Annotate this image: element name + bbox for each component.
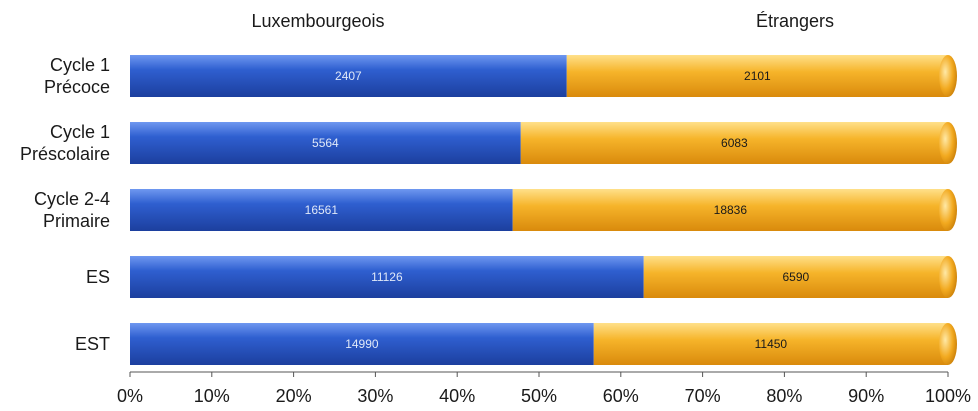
bar-etrangers [593,323,948,365]
data-label-luxembourgeois: 2407 [335,69,362,83]
bar-luxembourgeois [130,122,521,164]
x-tick-label: 90% [848,386,884,406]
x-tick-label: 60% [603,386,639,406]
legend: Luxembourgeois Étrangers [251,11,834,31]
x-tick-label: 40% [439,386,475,406]
data-label-etrangers: 18836 [714,203,748,217]
data-label-etrangers: 6590 [783,270,810,284]
x-tick-label: 100% [925,386,971,406]
bar-etrangers [566,55,948,97]
bar-luxembourgeois [130,323,594,365]
data-label-luxembourgeois: 11126 [371,270,403,284]
data-label-luxembourgeois: 14990 [345,337,379,351]
category-label: Préscolaire [20,144,110,164]
category-label: Précoce [44,77,110,97]
legend-label-etrangers: Étrangers [756,11,834,31]
bar-luxembourgeois [130,256,644,298]
bar-end-cap [939,189,957,231]
data-label-etrangers: 6083 [721,136,748,150]
x-tick-label: 10% [194,386,230,406]
legend-label-luxembourgeois: Luxembourgeois [251,11,384,31]
bar-luxembourgeois [130,55,567,97]
data-label-luxembourgeois: 5564 [312,136,339,150]
x-tick-label: 30% [357,386,393,406]
bar-etrangers [512,189,948,231]
bar-end-cap [939,55,957,97]
category-label: ES [86,267,110,287]
x-tick-label: 20% [276,386,312,406]
bar-etrangers [643,256,948,298]
bar-etrangers [520,122,948,164]
data-label-luxembourgeois: 16561 [305,203,339,217]
category-label: Primaire [43,211,110,231]
x-tick-label: 50% [521,386,557,406]
x-axis-ticks: 0% 10% 20% 30% 40% 50% 60% 70% 80% 90% 100% [117,372,971,406]
bar-luxembourgeois [130,189,513,231]
bar-end-cap [939,256,957,298]
x-tick-label: 70% [685,386,721,406]
category-label: EST [75,334,110,354]
bar-end-cap [939,122,957,164]
x-tick-label: 80% [766,386,802,406]
data-label-etrangers: 11450 [755,337,788,351]
x-tick-label: 0% [117,386,143,406]
bars: 2407 2101 5564 6083 16561 18836 11126 6590 14990… [130,55,957,365]
bar-end-cap [939,323,957,365]
category-label: Cycle 1 [50,55,110,75]
category-label: Cycle 1 [50,122,110,142]
data-label-etrangers: 2101 [744,69,771,83]
category-label: Cycle 2-4 [34,189,110,209]
